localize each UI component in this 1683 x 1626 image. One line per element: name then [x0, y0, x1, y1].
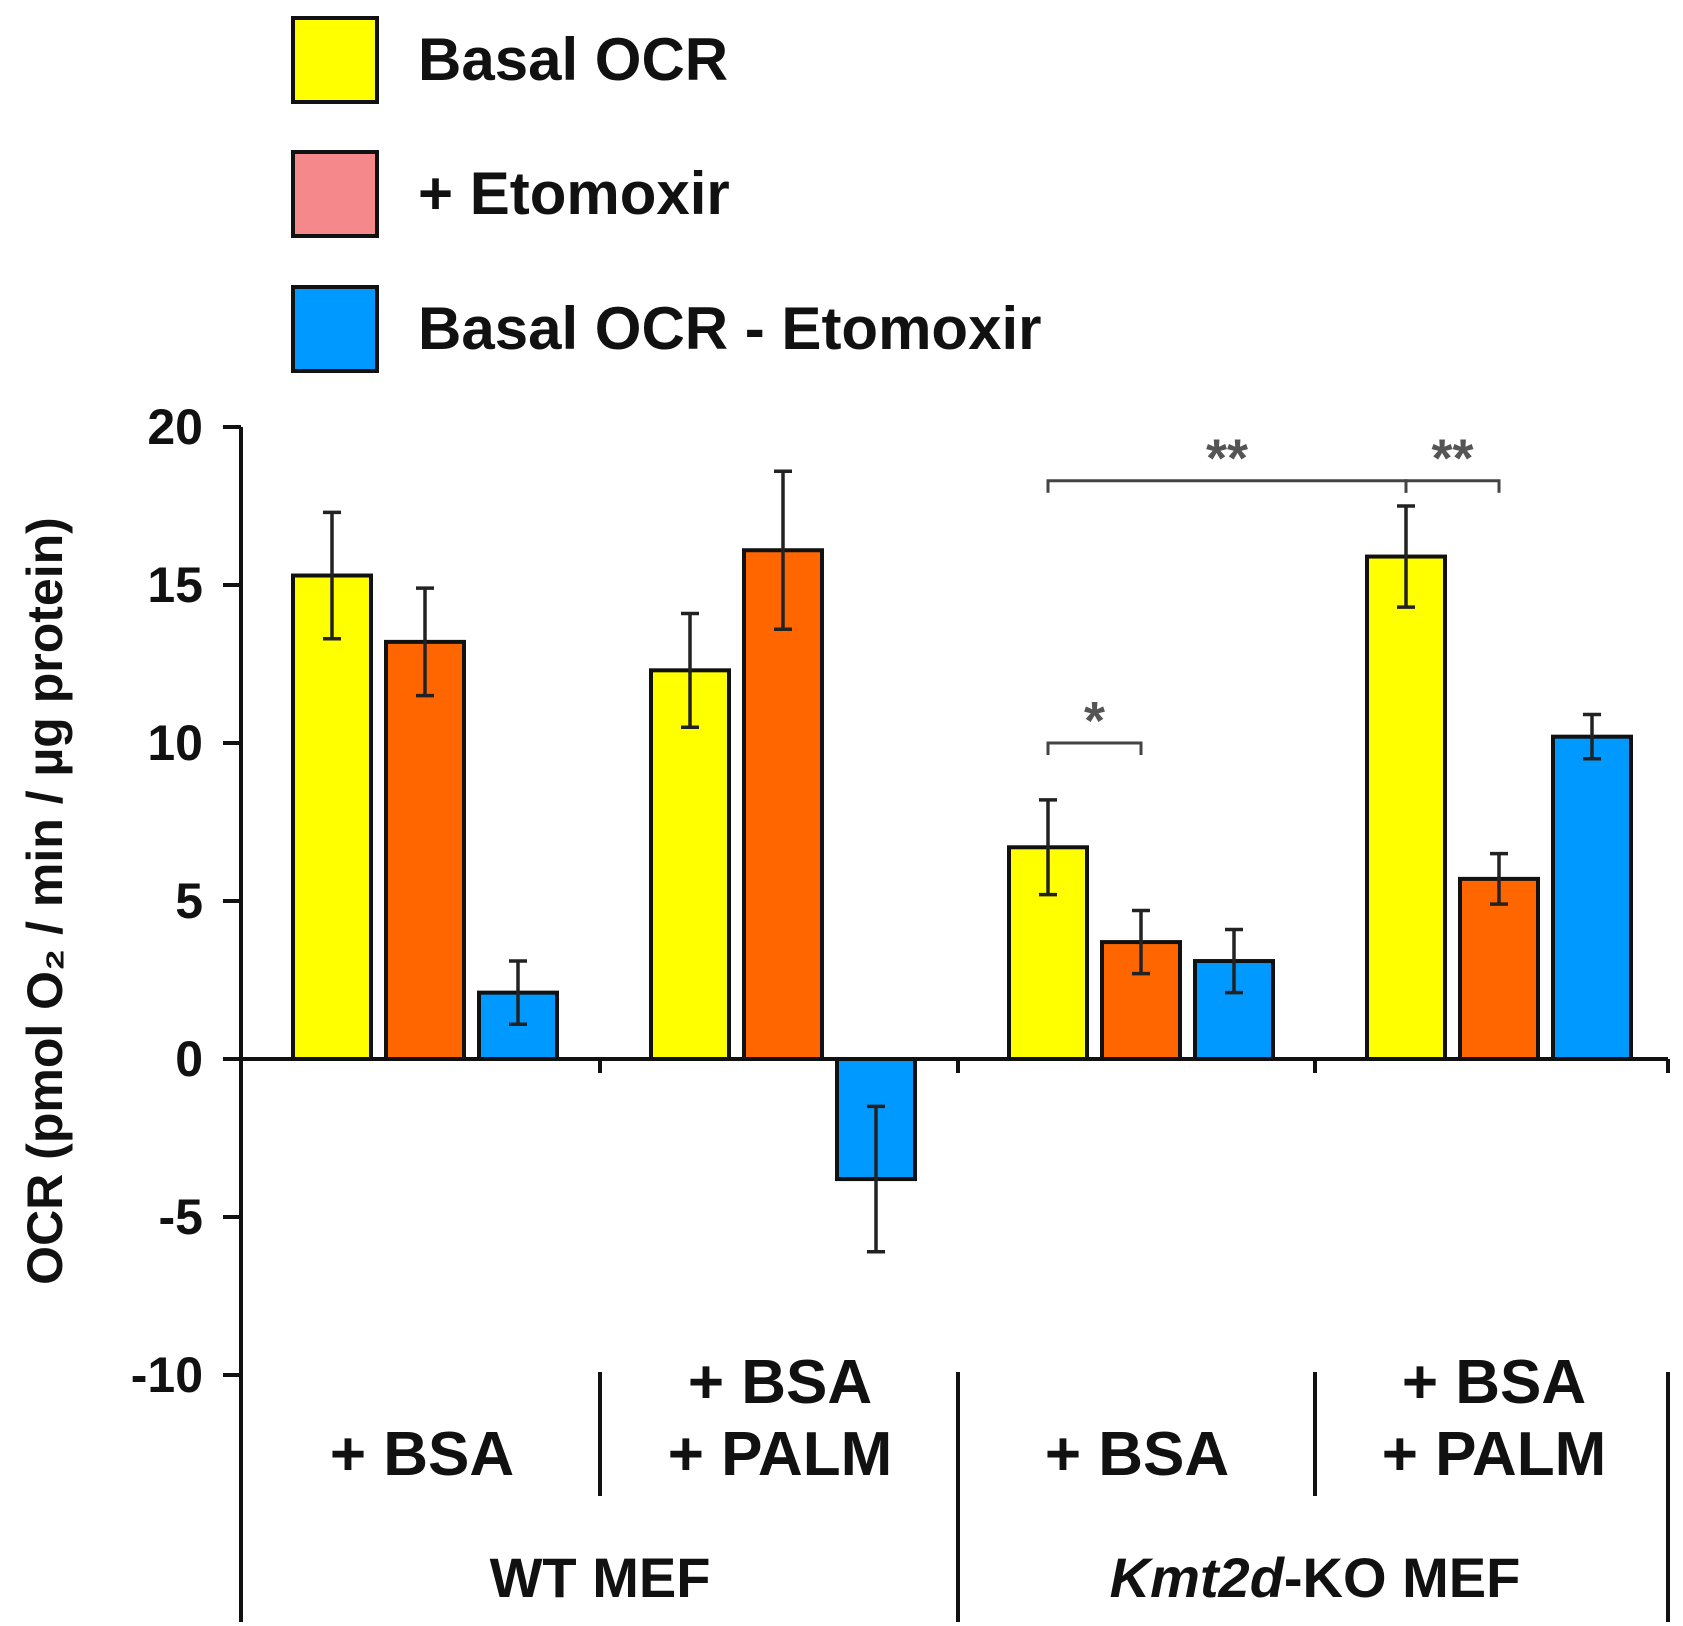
bar-2-cat-1: [384, 639, 466, 1061]
legend-swatch-3: [291, 285, 379, 373]
error-bar-2-cat-3: [1132, 908, 1150, 976]
x-axis: [239, 1057, 1670, 1622]
group-labels: WT MEF Kmt2d-KO MEF: [490, 1546, 1521, 1609]
category-labels: + BSA+ BSA+ PALM + BSA+ BSA+ PALM: [330, 1348, 1606, 1489]
bar-1-cat-2: [649, 668, 731, 1061]
bar-1-cat-4: [1365, 554, 1447, 1061]
legend: Basal OCR + Etomoxir Basal OCR - Etomoxir: [291, 16, 1041, 373]
y-tick-label: -10: [131, 1347, 203, 1403]
significance-bracket-1: *: [1046, 691, 1143, 755]
error-bar-2-cat-1: [416, 586, 434, 698]
category-label-line: + BSA: [688, 1348, 872, 1417]
group-label-italic: Kmt2d: [1110, 1546, 1286, 1609]
error-bar-3-cat-3: [1225, 927, 1243, 995]
significance-bracket-3: **: [1404, 429, 1501, 493]
category-label-line: + PALM: [668, 1420, 892, 1489]
bar-2-cat-2: [742, 548, 824, 1061]
group-label-2: Kmt2d-KO MEF: [1110, 1546, 1521, 1609]
error-bar-3-cat-1: [509, 959, 527, 1026]
error-bar-1-cat-3: [1039, 798, 1057, 897]
category-label-line: + BSA: [330, 1420, 514, 1489]
category-label-3: + BSA: [1045, 1420, 1229, 1489]
bars: [291, 548, 1633, 1182]
significance-annotations: *** **: [1046, 429, 1501, 755]
error-bars: [323, 469, 1601, 1254]
bar-1-cat-1: [291, 573, 373, 1062]
significance-label: *: [1084, 691, 1105, 751]
legend-swatch-1: [291, 16, 379, 104]
y-tick-label: 15: [147, 557, 203, 613]
legend-swatch-2: [291, 150, 379, 238]
group-label-1: WT MEF: [490, 1546, 711, 1609]
y-tick-label: 0: [175, 1031, 203, 1087]
significance-label: **: [1206, 429, 1248, 489]
group-label-rest: WT MEF: [490, 1546, 711, 1609]
category-label-4: + BSA+ PALM: [1382, 1348, 1606, 1489]
error-bar-1-cat-4: [1397, 504, 1415, 609]
category-label-line: + BSA: [1402, 1348, 1586, 1417]
y-tick-label: 5: [175, 873, 203, 929]
group-label-rest: -KO MEF: [1284, 1546, 1520, 1609]
y-tick-label: 10: [147, 715, 203, 771]
bar-3-cat-4: [1551, 734, 1633, 1061]
significance-bracket-2: **: [1046, 429, 1408, 493]
legend-label-3: Basal OCR - Etomoxir: [418, 295, 1041, 362]
error-bar-1-cat-2: [681, 611, 699, 729]
y-tick-label: -5: [159, 1189, 203, 1245]
legend-label-1: Basal OCR: [418, 26, 728, 93]
significance-label: **: [1431, 429, 1473, 489]
error-bar-1-cat-1: [323, 510, 341, 641]
error-bar-3-cat-2: [867, 1104, 885, 1254]
y-axis-label: OCR (pmol O₂ / min / µg protein): [17, 517, 73, 1285]
category-label-line: + PALM: [1382, 1420, 1606, 1489]
error-bar-3-cat-4: [1583, 712, 1601, 761]
category-label-1: + BSA: [330, 1420, 514, 1489]
y-axis: 20 15 10 5 0 -5 -10 OCR (pmol O₂ / min / µg pro…: [17, 399, 243, 1403]
y-tick-label: 20: [147, 399, 203, 455]
legend-label-2: + Etomoxir: [418, 160, 730, 227]
error-bar-2-cat-2: [774, 469, 792, 631]
category-label-line: + BSA: [1045, 1420, 1229, 1489]
error-bar-2-cat-4: [1490, 851, 1508, 906]
category-label-2: + BSA+ PALM: [668, 1348, 892, 1489]
